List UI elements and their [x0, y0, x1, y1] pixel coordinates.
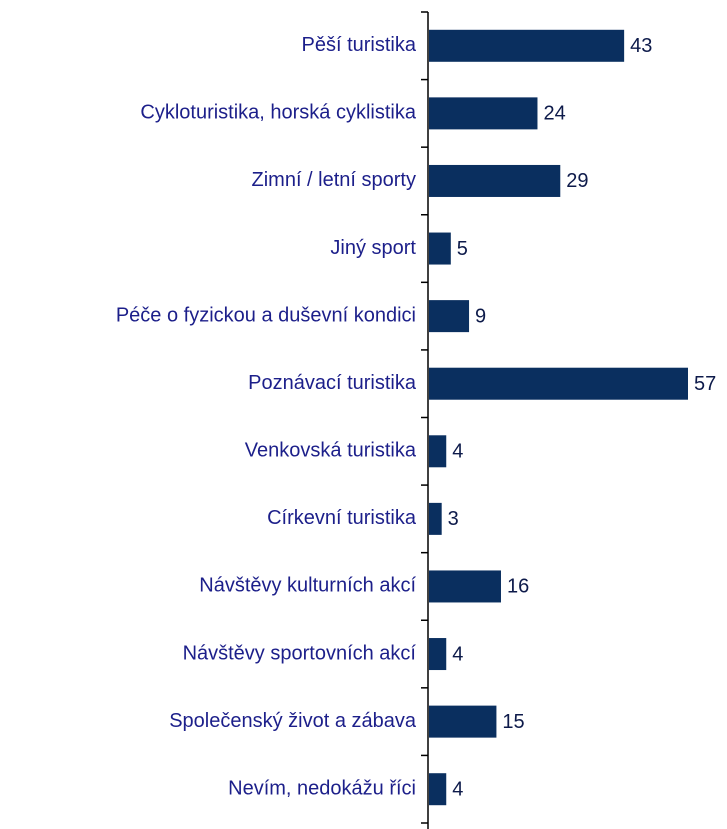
category-label: Zimní / letní sporty: [252, 169, 417, 191]
value-label: 5: [457, 238, 468, 260]
value-label: 4: [452, 441, 463, 463]
bar: [429, 638, 447, 671]
category-label: Venkovská turistika: [245, 440, 417, 462]
bar: [429, 164, 561, 197]
bar: [429, 367, 688, 400]
bar: [429, 300, 470, 333]
value-label: 4: [452, 778, 463, 800]
bar: [429, 232, 451, 265]
value-label: 3: [448, 508, 459, 530]
bar: [429, 502, 442, 535]
category-label: Společenský život a zábava: [169, 710, 417, 732]
category-label: Církevní turistika: [267, 507, 417, 529]
value-label: 4: [452, 643, 463, 665]
bar: [429, 705, 497, 738]
bar: [429, 773, 447, 806]
bar: [429, 570, 501, 603]
category-label: Cykloturistika, horská cyklistika: [140, 102, 417, 124]
category-label: Jiný sport: [330, 237, 416, 259]
value-label: 16: [507, 576, 529, 598]
category-label: Péče o fyzickou a duševní kondici: [116, 304, 416, 326]
value-label: 43: [630, 35, 652, 57]
category-label: Návštěvy kulturních akcí: [199, 575, 416, 597]
category-label: Nevím, nedokážu říci: [228, 777, 416, 799]
category-label: Pěší turistika: [302, 34, 417, 56]
bar: [429, 29, 625, 62]
category-label: Návštěvy sportovních akcí: [183, 642, 417, 664]
category-label: Poznávací turistika: [248, 372, 417, 394]
value-label: 29: [566, 170, 588, 192]
value-label: 24: [543, 103, 565, 125]
value-label: 15: [502, 711, 524, 733]
bar: [429, 97, 538, 130]
value-label: 9: [475, 305, 486, 327]
bar: [429, 435, 447, 468]
value-label: 57: [694, 373, 716, 395]
